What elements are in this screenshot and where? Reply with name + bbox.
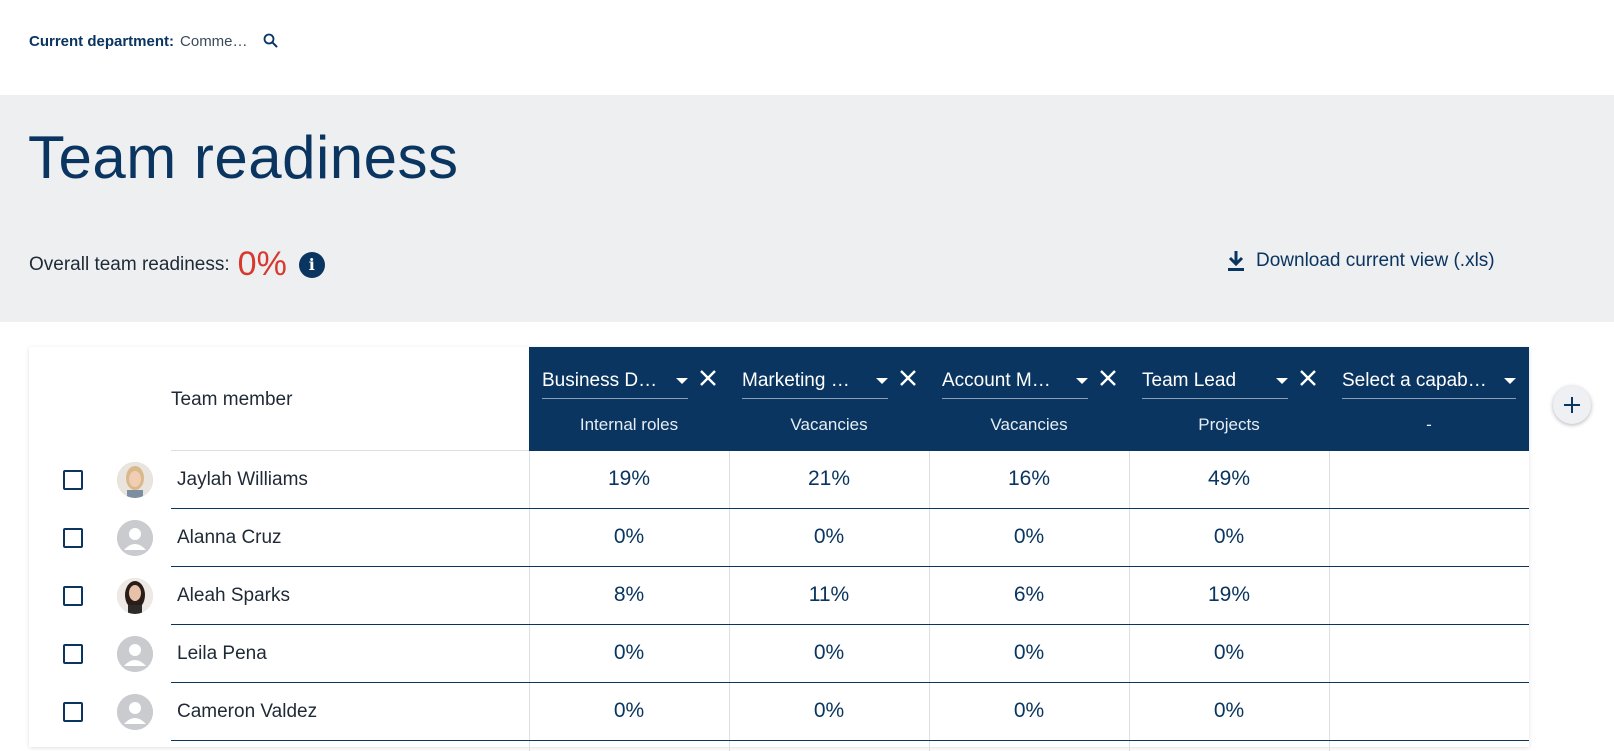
table-row: Cameron Valdez 0% 0% 0% 0% [29,683,1529,741]
row-checkbox[interactable] [63,644,83,664]
capability-select[interactable]: Business D… [542,363,688,399]
capability-select-label: Team Lead [1142,369,1237,391]
team-member-name[interactable]: Alanna Cruz [177,527,282,548]
readiness-value: 0% [237,245,287,283]
hero-section: Team readiness Overall team readiness: 0… [0,95,1614,322]
column-divider [1129,451,1130,751]
capability-select-label: Account M… [942,369,1051,391]
capability-source: Internal roles [579,415,679,434]
plus-icon [1564,397,1580,413]
department-value[interactable]: Comme… [180,32,248,50]
row-checkbox[interactable] [63,470,83,490]
readiness-cell: 0% [613,525,645,548]
team-member-name[interactable]: Jaylah Williams [177,469,308,490]
table-row: Alanna Cruz 0% 0% 0% 0% [29,509,1529,567]
chevron-down-icon [1276,377,1288,384]
column-divider [1329,451,1330,751]
avatar [117,636,153,672]
table-row: Leila Pena 0% 0% 0% 0% [29,625,1529,683]
overall-readiness: Overall team readiness: 0% i [29,245,325,284]
team-member-name[interactable]: Leila Pena [177,643,267,664]
avatar [117,694,153,730]
readiness-cell: 19% [607,467,651,490]
row-checkbox[interactable] [63,702,83,722]
readiness-cell: 0% [1213,699,1245,722]
readiness-label: Overall team readiness: [29,253,230,275]
readiness-cell: 0% [813,699,845,722]
top-bar: Current department: Comme… [0,0,1614,95]
capability-column-3: Team Lead Projects [1129,347,1329,451]
avatar [117,520,153,556]
current-department: Current department: Comme… [29,32,280,50]
readiness-cell: 11% [808,583,850,606]
close-icon[interactable] [897,367,919,389]
readiness-cell: 19% [1207,583,1251,606]
readiness-cell: 0% [1213,525,1245,548]
readiness-cell: 0% [1213,641,1245,664]
download-icon [1228,251,1244,271]
table-row: Jaylah Williams 19% 21% 16% 49% [29,451,1529,509]
search-icon[interactable] [262,32,280,50]
avatar [117,462,153,498]
download-button[interactable]: Download current view (.xls) [1226,250,1495,272]
avatar [117,578,153,614]
column-divider [929,451,930,751]
capability-select[interactable]: Team Lead [1142,363,1288,399]
capability-column-0: Business D… Internal roles [529,347,729,451]
column-divider [529,451,530,751]
chevron-down-icon [1504,377,1516,384]
capability-select-label: Marketing … [742,369,850,391]
readiness-cell: 8% [613,583,645,606]
capability-column-2: Account M… Vacancies [929,347,1129,451]
readiness-cell: 16% [1007,467,1051,490]
readiness-cell: 49% [1207,467,1251,490]
page-title: Team readiness [28,124,459,191]
capability-source: Vacancies [990,415,1068,434]
row-divider [171,566,1529,567]
readiness-cell: 6% [1013,583,1045,606]
capability-select[interactable]: Account M… [942,363,1088,399]
download-label: Download current view (.xls) [1256,250,1495,271]
close-icon[interactable] [697,367,719,389]
capability-column-4: Select a capab… - [1329,347,1529,451]
table-row: Aleah Sparks 8% 11% 6% 19% [29,567,1529,625]
readiness-cell: 0% [1013,699,1045,722]
capability-column-1: Marketing … Vacancies [729,347,929,451]
close-icon[interactable] [1097,367,1119,389]
readiness-cell: 0% [1013,641,1045,664]
capability-select-label: Business D… [542,369,658,391]
readiness-cell: 21% [807,467,851,490]
row-divider [171,624,1529,625]
chevron-down-icon [676,377,688,384]
readiness-cell: 0% [813,525,845,548]
row-divider [171,740,1529,741]
chevron-down-icon [1076,377,1088,384]
readiness-cell: 0% [613,641,645,664]
info-icon[interactable]: i [298,251,325,278]
readiness-cell: 0% [613,699,645,722]
row-divider [171,682,1529,683]
close-icon[interactable] [1297,367,1319,389]
capability-source: - [1426,415,1432,434]
chevron-down-icon [876,377,888,384]
team-member-header: Team member [171,389,293,410]
capability-select[interactable]: Select a capab… [1342,363,1516,399]
add-capability-button[interactable] [1553,386,1591,424]
readiness-table: Team member Business D… Internal roles Mar… [29,347,1529,751]
department-label: Current department: [29,32,175,50]
readiness-cell: 0% [813,641,845,664]
capability-select-label: Select a capab… [1342,369,1487,391]
team-member-name[interactable]: Cameron Valdez [177,701,318,722]
capability-source: Projects [1198,415,1260,434]
column-divider [729,451,730,751]
capability-select[interactable]: Marketing … [742,363,888,399]
team-member-name[interactable]: Aleah Sparks [177,585,291,606]
row-checkbox[interactable] [63,586,83,606]
capability-source: Vacancies [790,415,868,434]
readiness-cell: 0% [1013,525,1045,548]
row-divider [171,508,1529,509]
row-checkbox[interactable] [63,528,83,548]
